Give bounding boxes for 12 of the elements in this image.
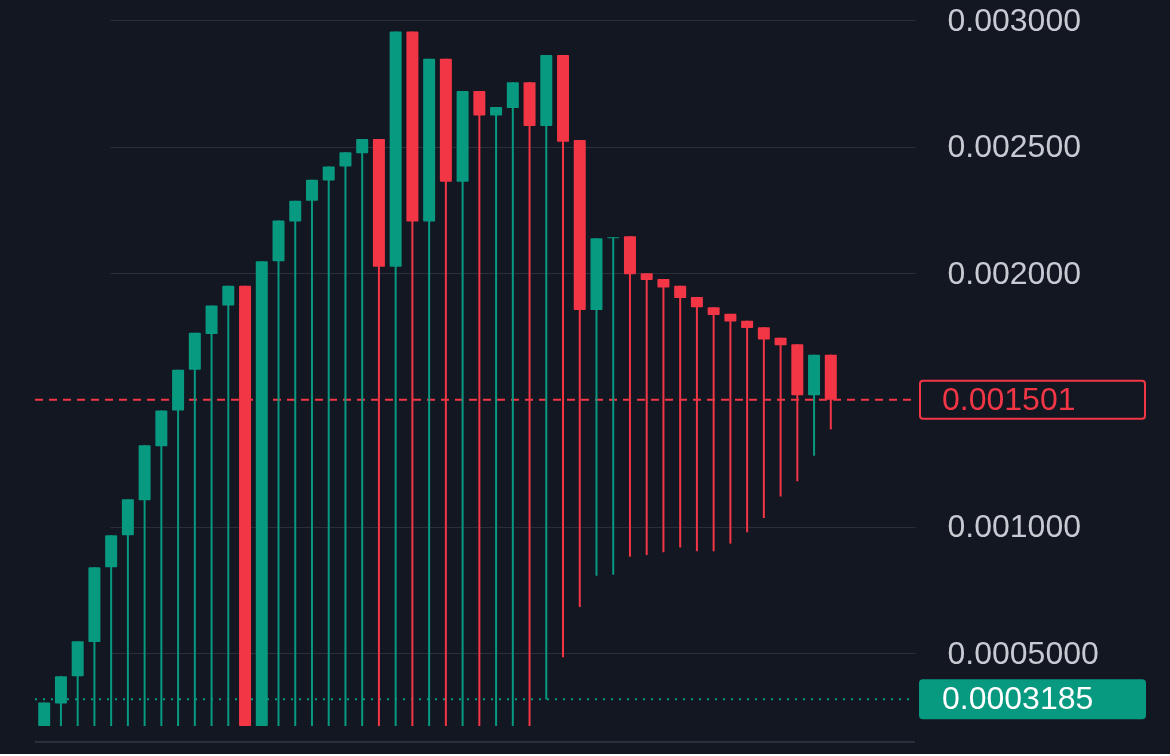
- y-tick-label: 0.003000: [947, 1, 1081, 38]
- candlestick: [222, 285, 235, 727]
- candlestick: [205, 305, 218, 727]
- ref-line-label: 0.001501: [942, 380, 1076, 417]
- candlestick: [607, 237, 620, 575]
- y-tick-label: 0.001000: [947, 508, 1081, 545]
- y-tick-label: 0.002000: [947, 254, 1081, 291]
- ref-line-label: 0.0003185: [942, 680, 1094, 717]
- candlestick: [490, 106, 503, 727]
- y-tick-label: 0.002500: [947, 128, 1081, 165]
- y-tick-label: 0.0005000: [947, 634, 1099, 671]
- candlestick: [305, 179, 318, 727]
